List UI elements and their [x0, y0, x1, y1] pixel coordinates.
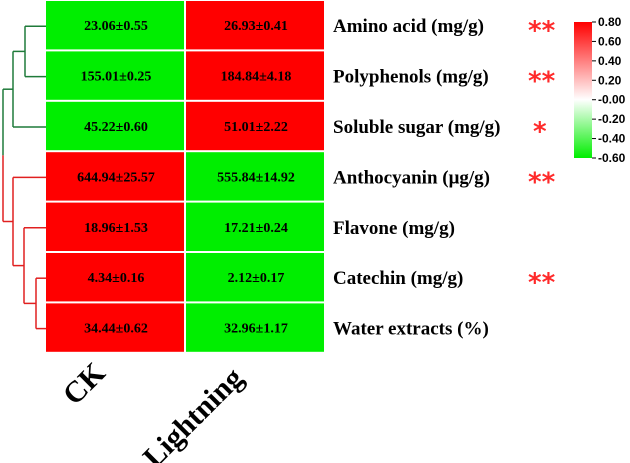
row-label: Catechin (mg/g) — [333, 268, 463, 289]
heatmap-cell — [186, 101, 324, 151]
color-scale-tick-label: 0.60 — [598, 34, 622, 48]
heatmap-cell — [46, 101, 184, 151]
significance-star: ** — [528, 67, 556, 97]
column-label: Lightning — [137, 361, 250, 463]
heatmap-cell — [46, 152, 184, 201]
row-label: Water extracts (%) — [333, 319, 489, 340]
significance-star: * — [533, 117, 547, 147]
cell-value-label: 18.96±1.53 — [84, 221, 148, 236]
significance-star: ** — [528, 167, 556, 197]
heatmap-cell — [186, 51, 324, 100]
cell-value-label: 51.01±2.22 — [224, 120, 288, 135]
heatmap-cell — [186, 253, 324, 302]
heatmap-cell — [186, 152, 324, 201]
color-scale-bar: 0.80 0.60 0.40 0.20 -0.00 -0.20 -0.40 -0.60 — [574, 15, 626, 165]
cell-value-label: 155.01±0.25 — [81, 70, 152, 85]
color-scale-tick-label: -0.20 — [598, 112, 626, 126]
color-scale-tick-label: 0.40 — [598, 54, 622, 68]
heatmap-cell — [46, 202, 184, 251]
cell-value-label: 34.44±0.62 — [84, 322, 148, 337]
color-scale-tick-label: -0.60 — [598, 151, 626, 165]
row-label: Anthocyanin (μg/g) — [333, 167, 490, 188]
column-label: CK — [57, 356, 113, 412]
significance-star: ** — [528, 16, 556, 46]
cell-value-label: 23.06±0.55 — [84, 19, 148, 34]
color-scale-tick-label: -0.00 — [598, 93, 626, 107]
heatmap-cell — [186, 303, 324, 352]
significance-markers: ********* — [528, 16, 556, 298]
column-labels: CK Lightning — [57, 356, 250, 463]
heatmap-cells: 23.06±0.55 26.93±0.41 155.01±0.25 184.84±4.… — [46, 1, 324, 352]
row-label: Polyphenols (mg/g) — [333, 67, 489, 88]
dendrogram — [2, 25, 46, 330]
color-scale-tick-label: -0.40 — [598, 132, 626, 146]
cell-value-label: 4.34±0.16 — [88, 271, 145, 286]
row-label: Soluble sugar (mg/g) — [333, 117, 501, 138]
color-scale-gradient — [574, 22, 592, 158]
heatmap-cell — [46, 253, 184, 302]
significance-star: ** — [528, 268, 556, 298]
cell-value-label: 45.22±0.60 — [84, 120, 148, 135]
cell-value-label: 17.21±0.24 — [224, 221, 288, 236]
row-label: Flavone (mg/g) — [333, 218, 455, 239]
cell-value-label: 32.96±1.17 — [224, 322, 288, 337]
heatmap-cell — [46, 1, 184, 50]
heatmap-cell — [186, 1, 324, 50]
heatmap-cell — [46, 303, 184, 352]
color-scale-tick-label: 0.80 — [598, 15, 622, 29]
color-scale-tick-label: 0.20 — [598, 73, 622, 87]
cell-value-label: 26.93±0.41 — [224, 19, 288, 34]
heatmap-cell — [46, 51, 184, 100]
row-labels: Amino acid (mg/g) Polyphenols (mg/g) Solub… — [333, 16, 501, 339]
cell-value-label: 2.12±0.17 — [228, 271, 285, 286]
cell-value-label: 555.84±14.92 — [217, 170, 295, 185]
cell-value-label: 184.84±4.18 — [221, 70, 292, 85]
heatmap-cell — [186, 202, 324, 251]
row-label: Amino acid (mg/g) — [333, 16, 484, 37]
cell-value-label: 644.94±25.57 — [77, 170, 155, 185]
